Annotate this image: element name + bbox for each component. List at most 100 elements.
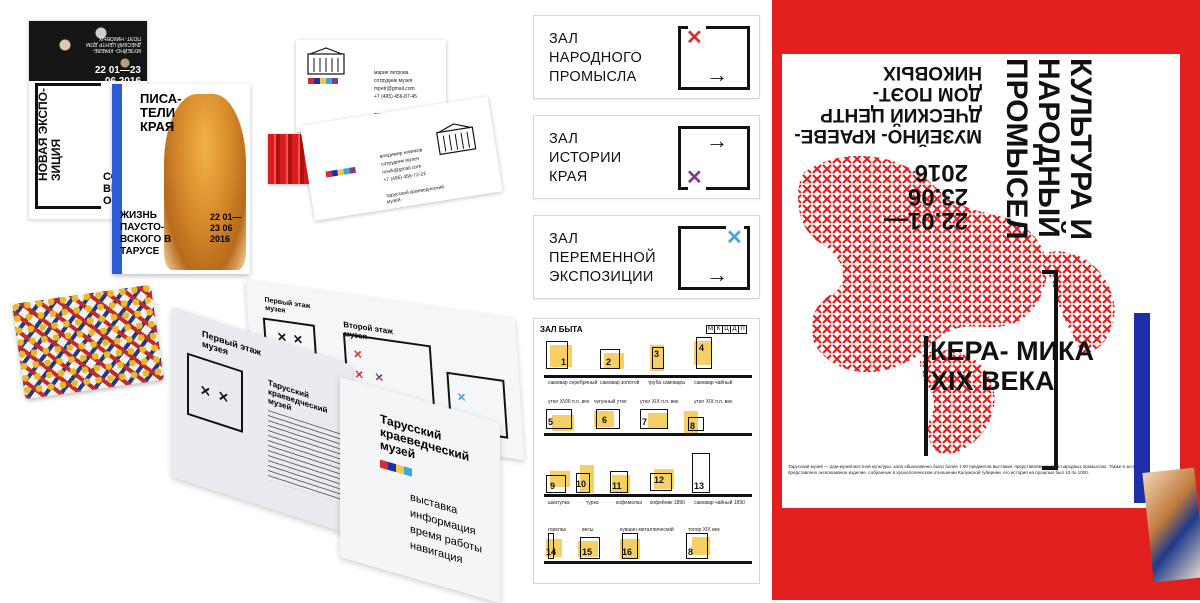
exhibit-number: 3 <box>654 349 660 359</box>
close-mark-icon: ✕ <box>726 227 743 249</box>
exhibit-label: топор XIX век <box>688 527 720 533</box>
exhibit-label: самовар золотой <box>600 380 640 386</box>
subtitle-frame <box>924 336 1120 456</box>
exhibit-number: 8 <box>690 421 696 431</box>
exhibit-label: утюг XIX п.п. век <box>694 399 733 405</box>
exhibit-number: 6 <box>602 415 608 425</box>
poster-writers: ПИСА- ТЕЛИ КРАЯ ЖИЗНЬ ПАУСТО- ВСКОГО В Т… <box>112 84 250 274</box>
poster-frame <box>1042 270 1058 470</box>
svg-text:✕: ✕ <box>200 382 211 400</box>
poster-blue-stripe <box>112 84 122 274</box>
arrow-right-icon: → <box>706 262 728 287</box>
exhibit-label: труба самовара <box>648 380 685 386</box>
hall-sign-line-2: ПЕРЕМЕННОЙ <box>549 250 656 266</box>
hall-sign-label: ЗАЛ ПЕРЕМЕННОЙ ЭКСПОЗИЦИИ <box>549 230 656 287</box>
hall-sign-line-1: ЗАЛ <box>549 31 579 47</box>
exhibit-label: чугунный утюг <box>594 399 628 405</box>
svg-text:✕: ✕ <box>218 388 229 406</box>
poster-subtitle: КЕРА- МИКА XIX ВЕКА <box>930 336 1094 396</box>
poster-side-text: МУЗЕЙНО- КРАЕВЕ- ДЧЕСКИЙ ЦЕНТР ДОМ ПОЭТ-… <box>86 35 141 53</box>
hall-sign-temporary: ЗАЛ ПЕРЕМЕННОЙ ЭКСПОЗИЦИИ ✕ → <box>533 215 760 299</box>
poster-writers-bottom: ЖИЗНЬ ПАУСТО- ВСКОГО В ТАРУСЕ <box>120 210 172 257</box>
exhibit-label: кувшин металлический <box>620 527 674 533</box>
svg-text:✕: ✕ <box>353 348 363 361</box>
poster-mirrored-text: МУЗЕЙНО- КРАЕВЕ- ДЧЕСКИЙ ЦЕНТР ДОМ ПОЭТ-… <box>794 62 982 146</box>
svg-text:✕: ✕ <box>374 372 384 385</box>
exhibit-label: утюг XIX п.п. век <box>640 399 679 405</box>
exhibit-number: 10 <box>576 479 587 489</box>
bust-photo <box>164 94 246 270</box>
exhibit-number: 15 <box>582 547 593 557</box>
hall-sign-label: ЗАЛ ИСТОРИИ КРАЯ <box>549 130 622 187</box>
shelf-line <box>544 494 752 497</box>
exhibit-label: кофемолка <box>616 500 643 506</box>
exhibit-number: 7 <box>642 417 648 427</box>
hall-sign-frame <box>678 226 750 290</box>
card-name: мария петрова <box>374 70 409 76</box>
floor-plan-small: ✕ ✕ <box>187 352 243 433</box>
brochure-open-spread: Первый этаж музея ✕ ✕ Тарусский краеведче… <box>172 306 352 536</box>
business-card-2: владимир новиков сотрудник музея novik@g… <box>300 96 503 221</box>
poster-fine-print: Тарусский музей — дом-музей местной куль… <box>788 464 1150 475</box>
exhibit-number: 13 <box>694 481 705 491</box>
card-email: mpetr@gmail.com <box>374 86 415 92</box>
card-org: тарусский краеведческий музей <box>385 184 445 206</box>
exhibit-label: кофейник 1890 <box>650 500 685 506</box>
blue-accent-bar <box>1134 313 1150 503</box>
card-logo <box>308 78 338 85</box>
card-phone: +7 (495) 456-87-45 <box>374 94 417 100</box>
close-mark-icon: ✕ <box>686 167 703 189</box>
poster-frame <box>35 83 101 209</box>
embroidery-pattern <box>798 155 1115 455</box>
hall-sign-line-2: ИСТОРИИ <box>549 150 622 166</box>
exhibit-number: 8 <box>688 547 694 557</box>
close-mark-icon: ✕ <box>686 27 703 49</box>
hall-sign-line-3: ПРОМЫСЛА <box>549 69 637 85</box>
map-title: ЗАЛ БЫТА <box>540 325 583 334</box>
logo-cell: П <box>738 325 747 334</box>
hall-sign-folk-craft: ЗАЛ НАРОДНОГО ПРОМЫСЛА ✕ → <box>533 15 760 99</box>
exhibit-number: 12 <box>654 475 665 485</box>
exhibit-number: 14 <box>546 547 557 557</box>
exhibit-number: 9 <box>550 481 556 491</box>
arrow-right-icon: → <box>706 128 728 153</box>
exhibit-label: самовар чайный 1890 <box>694 500 745 506</box>
card-role: сотрудник музея <box>374 78 413 84</box>
hall-sign-line-3: КРАЯ <box>549 169 588 185</box>
hall-sign-frame <box>678 126 750 190</box>
exhibit-number: 2 <box>606 357 612 367</box>
hall-sign-line-1: ЗАЛ <box>549 131 579 147</box>
exhibit-label: турка <box>586 500 599 506</box>
svg-text:✕: ✕ <box>277 330 288 345</box>
hall-sign-line-2: НАРОДНОГО <box>549 50 643 66</box>
hall-sign-label: ЗАЛ НАРОДНОГО ПРОМЫСЛА <box>549 30 642 87</box>
exhibit-label: весы <box>582 527 594 533</box>
shelf-line <box>544 561 752 564</box>
exhibit-label: шкатулка <box>548 500 570 506</box>
exhibit-number: 11 <box>612 481 622 491</box>
exhibit-label: самовар чайный <box>694 380 733 386</box>
svg-text:✕: ✕ <box>354 369 364 382</box>
exhibit-number: 16 <box>622 547 633 557</box>
museum-building-icon <box>436 123 477 156</box>
exhibit-label: утюг XVIII п.п. век <box>548 399 590 405</box>
shelf-line <box>544 375 752 378</box>
big-poster: МУЗЕЙНО- КРАЕВЕ- ДЧЕСКИЙ ЦЕНТР ДОМ ПОЭТ-… <box>782 54 1180 508</box>
exhibit-label: горелка <box>548 527 566 533</box>
poster-photo-buttons <box>29 21 147 81</box>
hall-sign-line-3: ЭКСПОЗИЦИИ <box>549 269 654 285</box>
pattern-card <box>12 284 164 400</box>
exhibit-number: 5 <box>548 417 554 427</box>
brochure-page-title-1: Первый этаж музея <box>264 296 311 315</box>
poster-vertical-title: НОВАЯ ЭКСПО-ЗИЦИЯ <box>36 87 63 181</box>
exhibit-number: 4 <box>699 343 705 353</box>
arrow-right-icon: → <box>706 62 728 87</box>
hall-sign-frame <box>678 26 750 90</box>
svg-text:✕: ✕ <box>292 332 303 347</box>
hall-sign-history: ЗАЛ ИСТОРИИ КРАЯ → ✕ <box>533 115 760 199</box>
exhibit-number: 1 <box>561 357 567 367</box>
poster-writers-dates: 22 01— 23 06 2016 <box>210 212 242 244</box>
museum-building-icon <box>307 47 345 75</box>
